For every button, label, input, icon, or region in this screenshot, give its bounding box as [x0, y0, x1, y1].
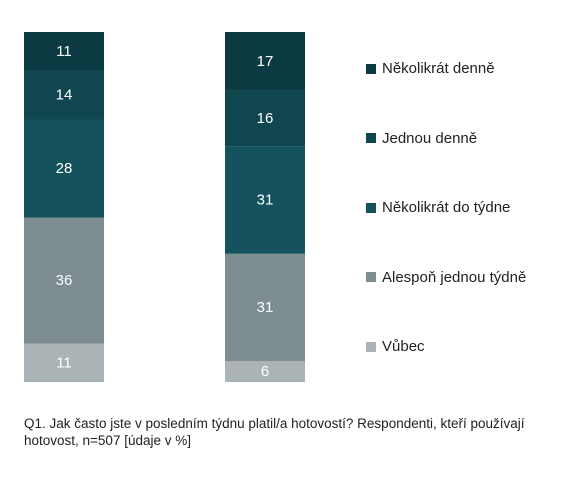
legend-item: Několikrát do týdne: [366, 199, 510, 216]
bar-segment: [225, 90, 305, 147]
bar-segment: [24, 217, 104, 344]
legend-item: Vůbec: [366, 338, 425, 355]
data-label: 31: [257, 299, 274, 316]
legend-label: Jednou denně: [382, 129, 478, 147]
data-label: 6: [261, 363, 269, 380]
data-label: 28: [56, 160, 73, 177]
bar-segment: [225, 253, 305, 362]
legend-item: Jednou denně: [366, 130, 477, 147]
legend-label: Alespoň jednou týdně: [382, 268, 527, 286]
bar-segment: [225, 361, 305, 382]
data-label: 31: [257, 192, 274, 209]
data-label: 14: [56, 87, 73, 104]
data-label: 36: [56, 272, 73, 289]
legend-swatch: [366, 63, 376, 74]
legend-item: Několikrát denně: [366, 60, 495, 77]
legend-swatch: [366, 341, 376, 352]
chart-caption: Q1. Jak často jste v posledním týdnu pla…: [24, 416, 525, 448]
legend-swatch: [366, 202, 376, 213]
data-label: 11: [56, 354, 72, 371]
legend-label: Několikrát do týdne: [382, 199, 511, 216]
bar-segment: [24, 119, 104, 218]
bar-segment: [24, 70, 104, 120]
legend-swatch: [366, 272, 376, 282]
legend-swatch: [366, 133, 376, 143]
legend-label: Několikrát denně: [382, 60, 495, 77]
legend-item: Alespoň jednou týdně: [366, 269, 526, 286]
data-label: 16: [257, 110, 274, 127]
data-label: 17: [257, 53, 274, 70]
bar-segment: [225, 146, 305, 254]
data-label: 11: [56, 43, 72, 60]
legend-label: Vůbec: [382, 338, 425, 355]
bar-segment: [24, 343, 104, 382]
bar-segment: [24, 32, 104, 71]
bar-segment: [225, 32, 305, 91]
stacked-bar-chart: 11 36 28 14 11 6 31 31 16 17: [24, 32, 305, 382]
